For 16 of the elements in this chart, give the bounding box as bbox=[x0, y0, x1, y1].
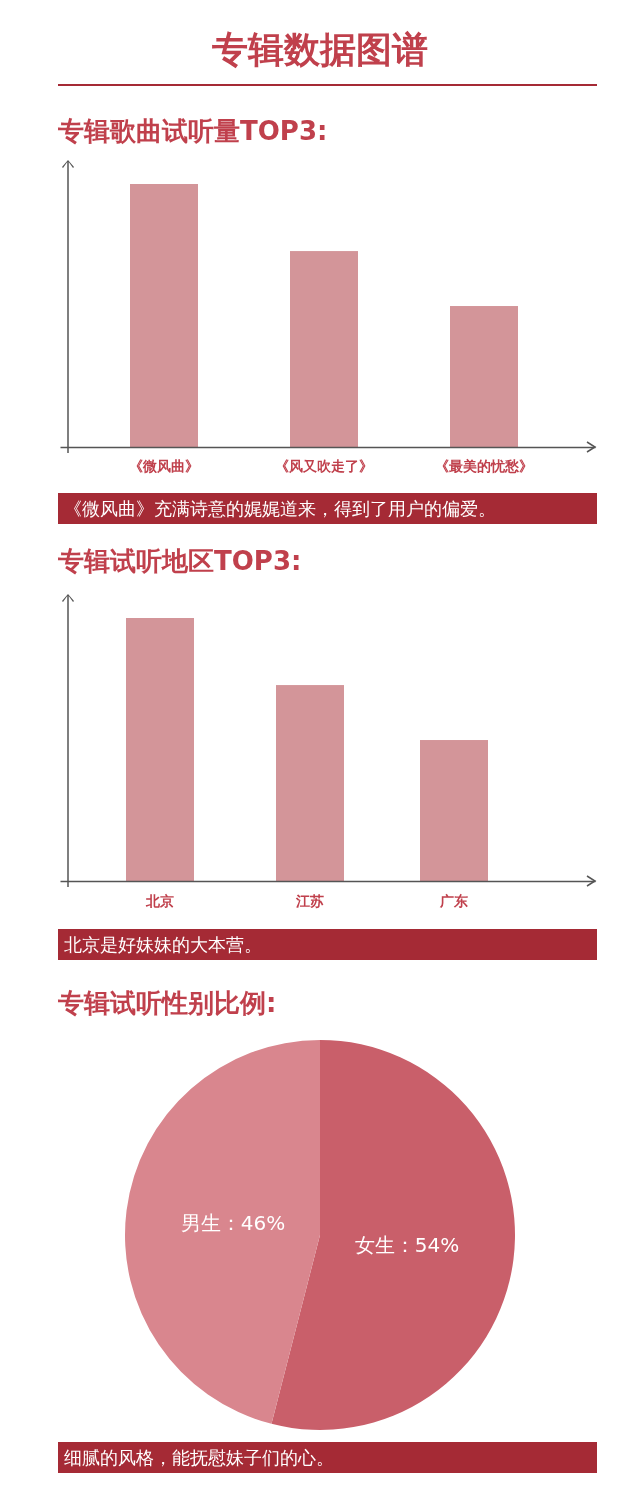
chart-subtitle: 专辑歌曲试听量TOP3: bbox=[57, 116, 328, 146]
chart-title: 专辑试听地区TOP3: bbox=[57, 546, 302, 576]
text: 北京是好妹妹的大本营。 bbox=[64, 934, 262, 955]
x-tick-label: 《最美的忧愁》 bbox=[435, 458, 533, 474]
slice-label: 男生：46% bbox=[180, 1210, 286, 1235]
text: 《微风曲》充满诗意的娓娓道来，得到了用户的偏爱。 bbox=[64, 498, 496, 519]
slice-label: 女生：54% bbox=[354, 1232, 460, 1257]
pie-slice bbox=[125, 1040, 320, 1424]
chart-title: 专辑数据图谱 bbox=[212, 29, 428, 70]
x-tick-label: 北京 bbox=[145, 893, 174, 909]
x-tick-label: 《微风曲》 bbox=[129, 458, 199, 474]
text: 细腻的风格，能抚慰妹子们的心。 bbox=[64, 1447, 334, 1468]
x-tick-label: 江苏 bbox=[295, 893, 324, 909]
chart-title: 专辑试听性别比例: bbox=[57, 988, 277, 1018]
x-tick-label: 《风又吹走了》 bbox=[275, 458, 373, 474]
x-tick-label: 广东 bbox=[439, 893, 468, 909]
